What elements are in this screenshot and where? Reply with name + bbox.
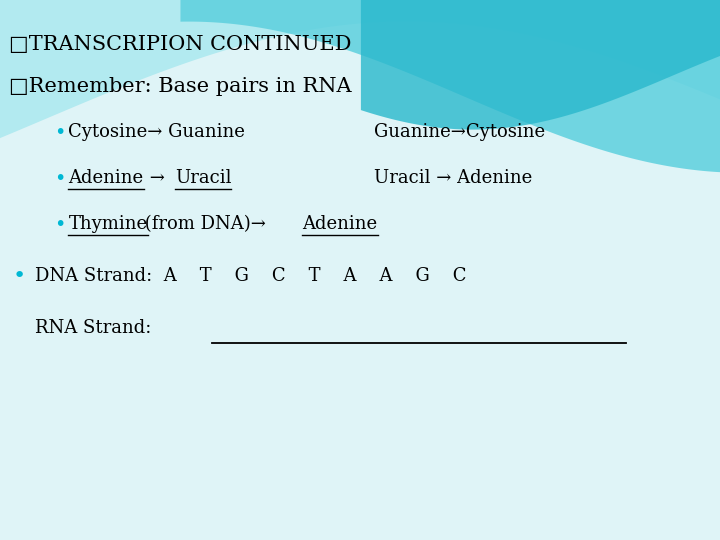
Polygon shape: [361, 0, 720, 130]
Text: Adenine: Adenine: [302, 215, 377, 233]
Text: •: •: [54, 168, 66, 188]
Text: •: •: [54, 123, 66, 142]
Text: •: •: [54, 214, 66, 234]
Text: Uracil: Uracil: [175, 169, 231, 187]
Text: Uracil → Adenine: Uracil → Adenine: [374, 169, 533, 187]
Polygon shape: [181, 0, 720, 172]
Text: □Remember: Base pairs in RNA: □Remember: Base pairs in RNA: [9, 77, 351, 96]
Text: Guanine→Cytosine: Guanine→Cytosine: [374, 123, 546, 141]
Text: Adenine: Adenine: [68, 169, 143, 187]
Text: DNA Strand:  A    T    G    C    T    A    A    G    C: DNA Strand: A T G C T A A G C: [35, 267, 466, 286]
Text: •: •: [13, 266, 26, 287]
Text: RNA Strand:: RNA Strand:: [35, 319, 151, 337]
Text: →: →: [144, 169, 171, 187]
Text: Thymine: Thymine: [68, 215, 148, 233]
Text: (from DNA)→: (from DNA)→: [139, 215, 271, 233]
Text: Cytosine→ Guanine: Cytosine→ Guanine: [68, 123, 246, 141]
Polygon shape: [0, 0, 720, 138]
Text: □TRANSCRIPION CONTINUED: □TRANSCRIPION CONTINUED: [9, 35, 351, 54]
